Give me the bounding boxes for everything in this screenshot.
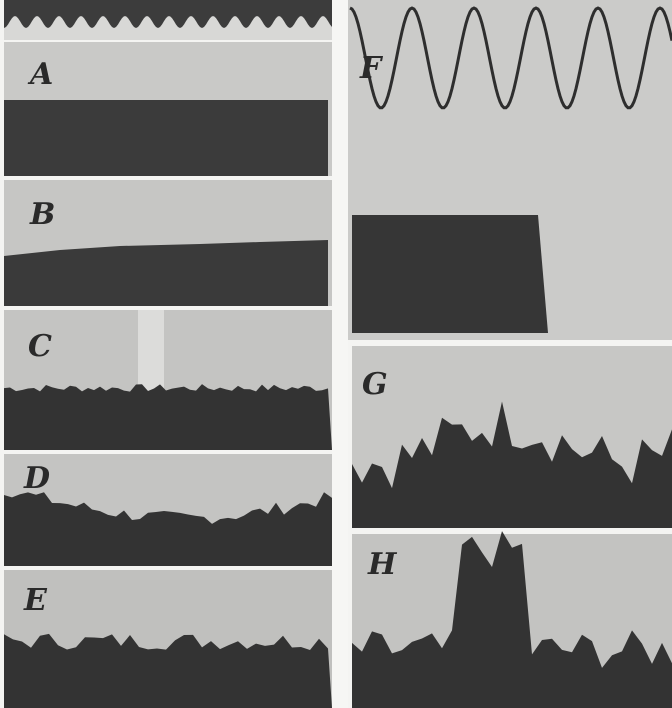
panel-label: G — [362, 367, 388, 402]
panel-label: F — [359, 51, 384, 86]
panel-label: C — [28, 329, 52, 364]
figure: A B C D E F G H — [0, 0, 672, 708]
page: A B C D E F G H (() => { const data = JS… — [0, 0, 672, 708]
panel-label: D — [23, 461, 50, 496]
panel-label: B — [29, 197, 55, 232]
panel-label: A — [27, 57, 53, 92]
divider — [332, 0, 348, 708]
panel-label: E — [23, 583, 48, 618]
panel-f-block — [352, 215, 548, 333]
panel-label: H — [367, 547, 398, 582]
panel-c-trace — [4, 384, 332, 450]
panel-a-trace — [4, 100, 328, 176]
